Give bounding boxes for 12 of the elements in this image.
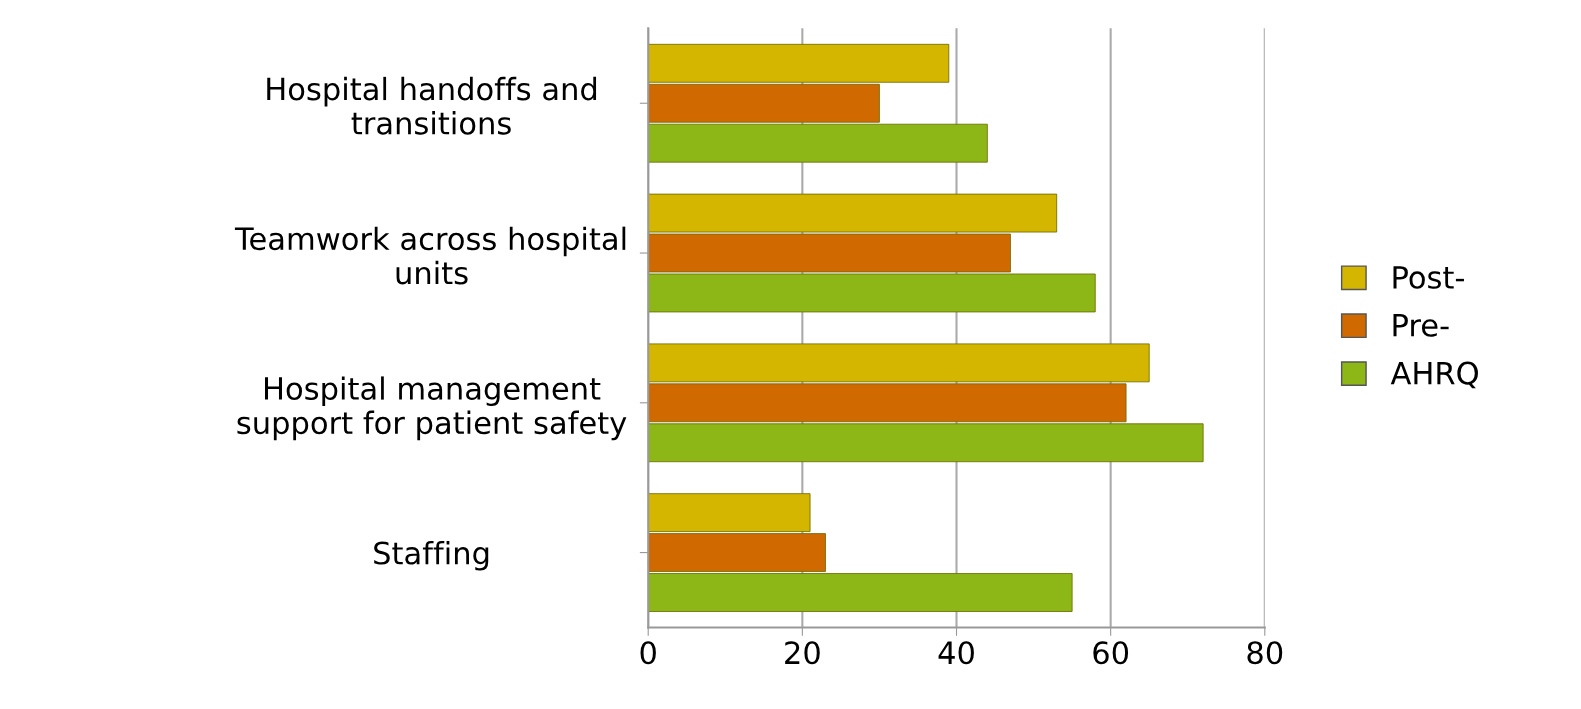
y-tick-label: Staffing: [374, 540, 489, 571]
y-tick-label: Teamwork across hospital units: [234, 226, 626, 285]
y-tick-label: Hospital management support for patient safety: [237, 376, 627, 441]
x-tick-label: 20: [785, 641, 820, 665]
x-tick-label: 40: [938, 641, 974, 665]
x-tick-label: 0: [640, 641, 656, 665]
legend-label: Post-: [1393, 266, 1464, 289]
legend-label: Pre-: [1393, 314, 1449, 337]
y-tick-label: Hospital handoffs and transitions: [267, 76, 597, 135]
legend-label: AHRQ: [1390, 361, 1478, 389]
x-tick-label: 60: [1093, 641, 1129, 665]
x-tick-label: 80: [1247, 641, 1283, 665]
